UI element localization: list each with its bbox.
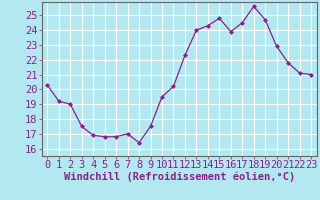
- X-axis label: Windchill (Refroidissement éolien,°C): Windchill (Refroidissement éolien,°C): [64, 172, 295, 182]
